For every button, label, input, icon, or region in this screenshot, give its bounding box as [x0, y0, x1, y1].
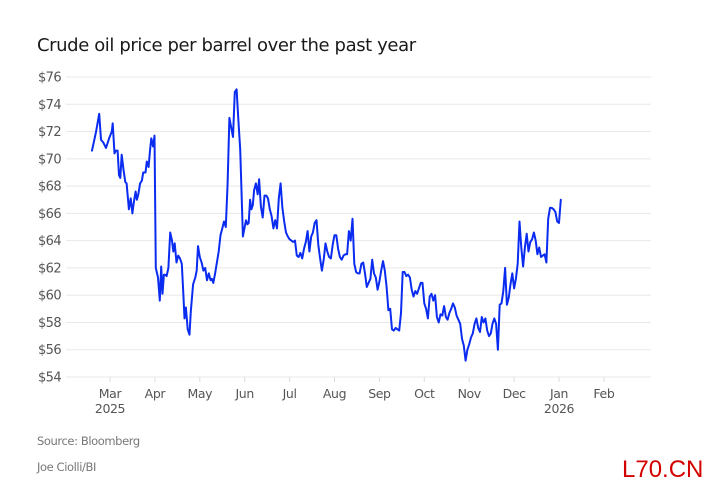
chart-title: Crude oil price per barrel over the past…	[37, 35, 416, 56]
watermark: L70.CN	[622, 456, 704, 483]
x-tick-label: May	[187, 386, 213, 401]
x-tick-label: Jul	[282, 386, 297, 401]
x-tick-label: Oct	[414, 386, 435, 401]
y-tick-label: $70	[38, 152, 61, 167]
credit-note: Joe Ciolli/BI	[37, 460, 96, 474]
x-tick-label: Apr	[145, 386, 167, 401]
x-tick-label: Aug	[323, 386, 346, 401]
y-tick-label: $56	[38, 343, 61, 358]
x-tick-year-label: 2025	[95, 401, 125, 416]
y-tick-label: $62	[38, 261, 61, 276]
x-tick-label: Mar	[99, 386, 123, 401]
x-tick-label: Jun	[235, 386, 254, 401]
y-tick-label: $74	[38, 98, 61, 113]
y-tick-label: $68	[38, 180, 61, 195]
y-tick-label: $60	[38, 289, 61, 304]
x-tick-year-label: 2026	[544, 401, 575, 416]
gridlines	[66, 76, 651, 378]
source-note: Source: Bloomberg	[37, 434, 140, 448]
series-lines	[91, 88, 562, 362]
series-line-crude-oil	[91, 88, 562, 362]
x-tick-label: Dec	[503, 386, 527, 401]
y-axis-ticks: $54 $56 $58 $60 $62 $64 $66 $68 $70 $72 $74 $76	[38, 71, 62, 386]
y-tick-label: $64	[38, 234, 61, 249]
y-tick-label: $76	[38, 71, 61, 86]
x-tick-label: Nov	[458, 386, 482, 401]
y-tick-label: $58	[38, 316, 61, 331]
x-tick-label: Sep	[368, 386, 391, 401]
y-tick-label: $72	[38, 125, 61, 140]
x-tick-label: Feb	[593, 386, 614, 401]
y-tick-label: $54	[38, 371, 61, 386]
y-tick-label: $66	[38, 207, 61, 222]
x-tick-label: Jan	[549, 386, 568, 401]
